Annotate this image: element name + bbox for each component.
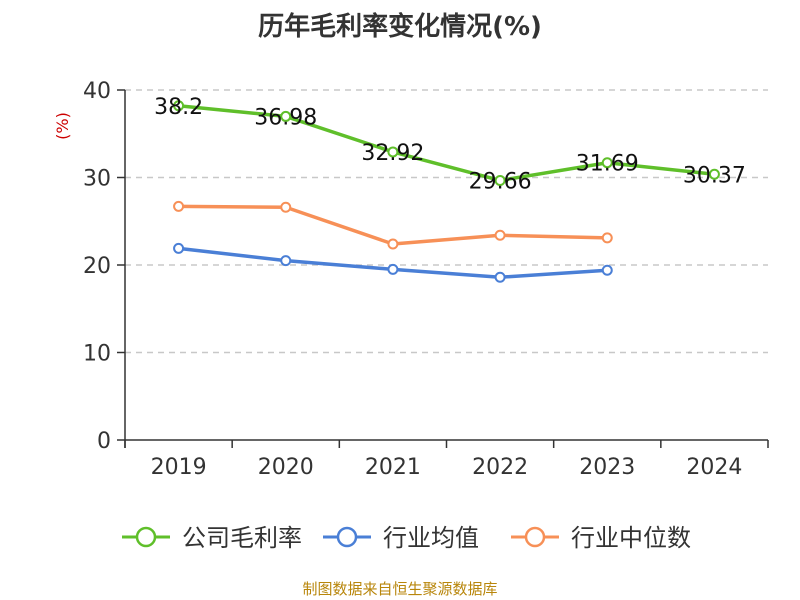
legend-swatch-marker: [135, 526, 157, 548]
data-point: [708, 168, 720, 180]
series-line-1: [178, 104, 715, 183]
data-label: 32.92: [361, 141, 424, 166]
x-tick-label: 2020: [258, 455, 314, 480]
data-point: [280, 110, 292, 122]
y-tick-label: 40: [83, 79, 111, 104]
data-label: 38.2: [154, 95, 203, 120]
series-line-3: [178, 204, 608, 246]
y-tick-label: 0: [97, 429, 111, 454]
data-point: [494, 229, 506, 241]
data-point: [280, 201, 292, 213]
data-point: [601, 232, 613, 244]
x-tick-label: 2021: [365, 455, 421, 480]
x-tick-label: 2023: [579, 455, 635, 480]
y-tick-label: 10: [83, 342, 111, 367]
data-label: 30.37: [683, 163, 746, 188]
data-point: [387, 238, 399, 250]
x-tick-label: 2019: [151, 455, 207, 480]
chart-title: 历年毛利率变化情况(%): [258, 12, 542, 42]
legend-entry: 公司毛利率: [182, 524, 302, 552]
data-point: [494, 271, 506, 283]
y-axis-unit: (%): [53, 112, 72, 140]
data-label: 36.98: [254, 105, 317, 130]
data-point: [601, 157, 613, 169]
data-label: 29.66: [469, 169, 532, 194]
x-tick-label: 2024: [686, 455, 742, 480]
source-note: 制图数据来自恒生聚源数据库: [302, 580, 498, 598]
data-point: [601, 264, 613, 276]
data-point: [387, 146, 399, 158]
data-point: [494, 174, 506, 186]
legend-swatch-marker: [336, 526, 358, 548]
legend-entry: 行业中位数: [571, 524, 691, 552]
legend-entry: 行业均值: [383, 524, 479, 552]
data-point: [173, 200, 185, 212]
y-tick-label: 30: [83, 167, 111, 192]
data-label: 31.69: [576, 152, 639, 177]
data-point: [280, 255, 292, 267]
y-tick-label: 20: [83, 254, 111, 279]
legend-swatch-marker: [524, 526, 546, 548]
data-point: [387, 263, 399, 275]
data-point: [173, 242, 185, 254]
x-tick-label: 2022: [472, 455, 528, 480]
data-point: [173, 100, 185, 112]
